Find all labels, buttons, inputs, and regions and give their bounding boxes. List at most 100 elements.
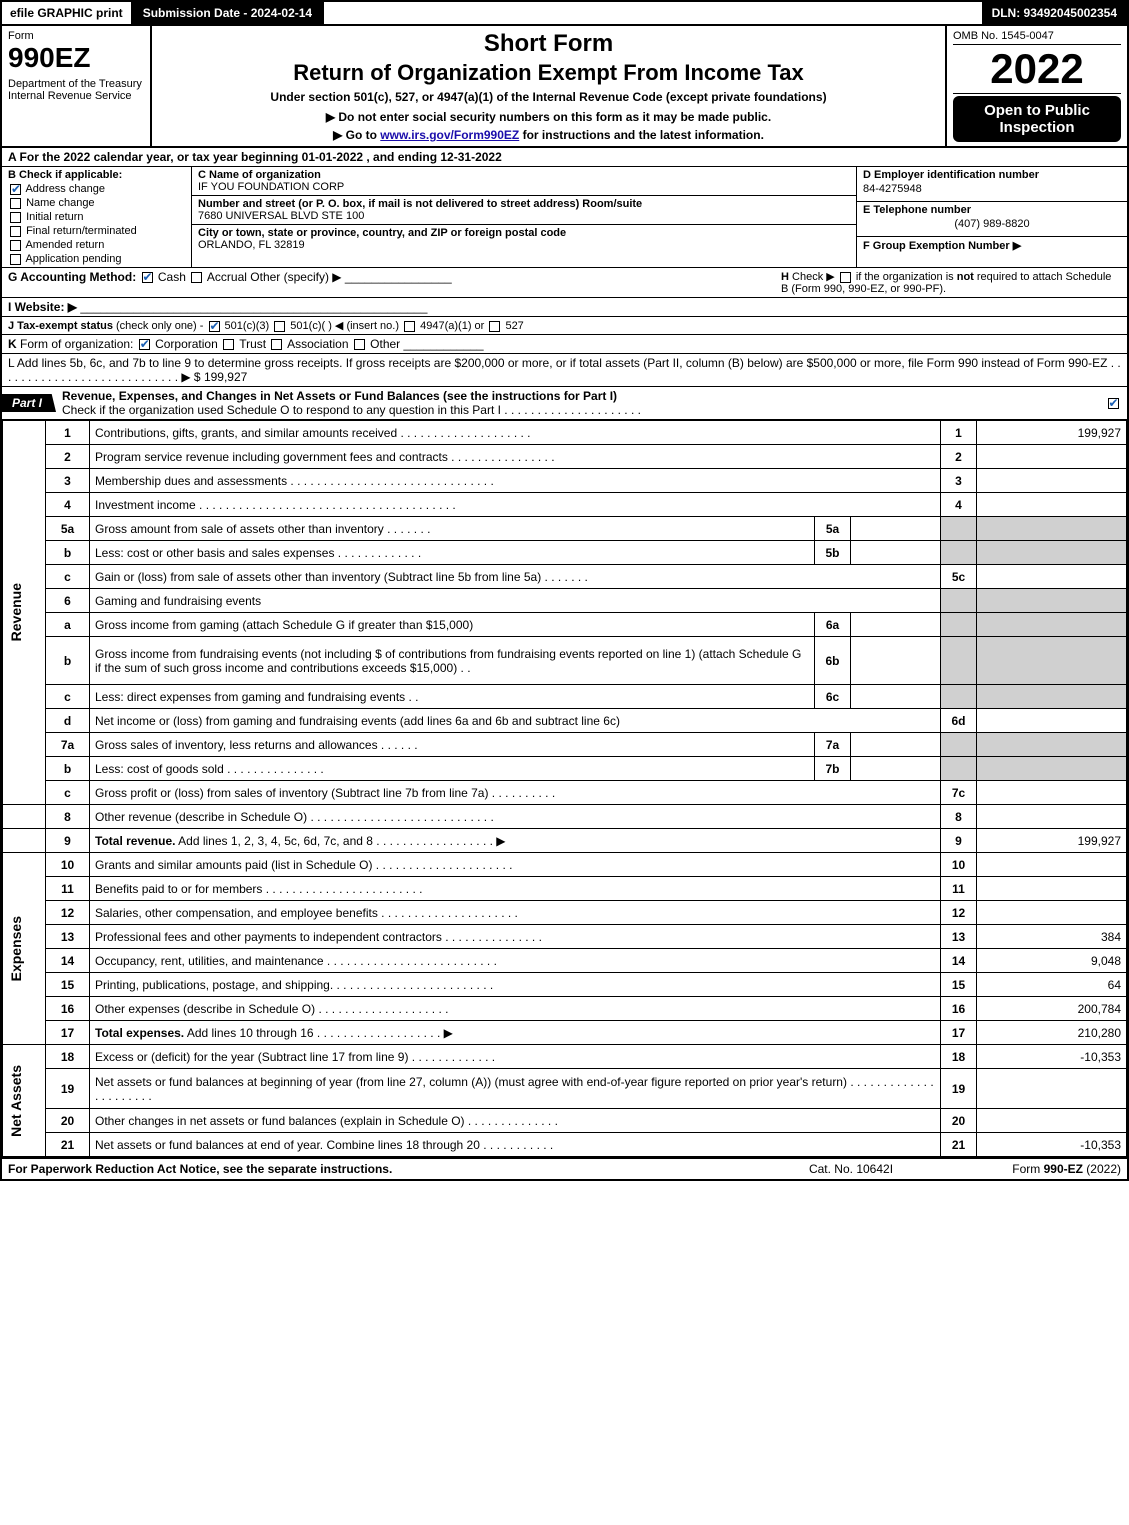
line-rnum: 7c bbox=[941, 781, 977, 805]
row-h: H Check ▶ if the organization is not req… bbox=[781, 270, 1121, 295]
submission-date: Submission Date - 2024-02-14 bbox=[133, 2, 324, 24]
line-desc: Net income or (loss) from gaming and fun… bbox=[90, 709, 941, 733]
chk-name-change[interactable]: Name change bbox=[8, 197, 185, 209]
line-rnum: 19 bbox=[941, 1069, 977, 1109]
group-exemption-label: F Group Exemption Number ▶ bbox=[863, 239, 1121, 252]
revenue-vert: Revenue bbox=[3, 421, 46, 805]
form-subtitle: Under section 501(c), 527, or 4947(a)(1)… bbox=[160, 90, 937, 104]
line-rnum: 8 bbox=[941, 805, 977, 829]
line-no: 12 bbox=[46, 901, 90, 925]
chk-schedule-b[interactable] bbox=[840, 272, 851, 283]
line-no: 9 bbox=[46, 829, 90, 853]
chk-final-return[interactable]: Final return/terminated bbox=[8, 225, 185, 237]
line-amt: 64 bbox=[977, 973, 1127, 997]
line-no: 3 bbox=[46, 469, 90, 493]
line-amt bbox=[977, 469, 1127, 493]
line-no: b bbox=[46, 757, 90, 781]
lines-table: Revenue 1Contributions, gifts, grants, a… bbox=[2, 420, 1127, 1157]
chk-application-pending[interactable]: Application pending bbox=[8, 253, 185, 265]
line-amt bbox=[977, 445, 1127, 469]
instructions-link-line: ▶ Go to www.irs.gov/Form990EZ for instru… bbox=[160, 128, 937, 142]
open-public-badge: Open to Public Inspection bbox=[953, 96, 1121, 142]
line-desc: Gross income from gaming (attach Schedul… bbox=[90, 613, 815, 637]
street-value: 7680 UNIVERSAL BLVD STE 100 bbox=[198, 210, 850, 222]
line-desc: Grants and similar amounts paid (list in… bbox=[90, 853, 941, 877]
line-no: c bbox=[46, 781, 90, 805]
checkbox-icon bbox=[10, 184, 21, 195]
sub-val bbox=[851, 613, 941, 637]
tax-year: 2022 bbox=[953, 45, 1121, 94]
line-rnum: 5c bbox=[941, 565, 977, 589]
line-desc: Salaries, other compensation, and employ… bbox=[90, 901, 941, 925]
part-1-title-text: Revenue, Expenses, and Changes in Net As… bbox=[62, 389, 617, 403]
street-label: Number and street (or P. O. box, if mail… bbox=[198, 198, 850, 210]
line-no: 19 bbox=[46, 1069, 90, 1109]
line-desc: Less: cost of goods sold . . . . . . . .… bbox=[90, 757, 815, 781]
ein-label: D Employer identification number bbox=[863, 169, 1121, 181]
chk-initial-return[interactable]: Initial return bbox=[8, 211, 185, 223]
block-b-to-h: B Check if applicable: Address change Na… bbox=[2, 167, 1127, 268]
chk-501c3[interactable] bbox=[209, 321, 220, 332]
grey-cell bbox=[977, 733, 1127, 757]
checkbox-icon bbox=[10, 212, 21, 223]
row-k: K Form of organization: Corporation Trus… bbox=[2, 335, 1127, 354]
street-row: Number and street (or P. O. box, if mail… bbox=[192, 196, 856, 225]
line-rnum: 18 bbox=[941, 1045, 977, 1069]
chk-501c[interactable] bbox=[274, 321, 285, 332]
grey-cell bbox=[941, 757, 977, 781]
line-rnum: 13 bbox=[941, 925, 977, 949]
top-bar: efile GRAPHIC print Submission Date - 20… bbox=[2, 2, 1127, 26]
sub-val bbox=[851, 517, 941, 541]
link-suffix: for instructions and the latest informat… bbox=[519, 128, 764, 142]
grey-cell bbox=[941, 733, 977, 757]
line-desc: Printing, publications, postage, and shi… bbox=[90, 973, 941, 997]
city-value: ORLANDO, FL 32819 bbox=[198, 239, 850, 251]
org-name-label: C Name of organization bbox=[198, 169, 850, 181]
chk-4947[interactable] bbox=[404, 321, 415, 332]
line-no: 1 bbox=[46, 421, 90, 445]
grey-cell bbox=[941, 517, 977, 541]
form-label: Form bbox=[8, 30, 144, 42]
line-rnum: 11 bbox=[941, 877, 977, 901]
dln-label: DLN: 93492045002354 bbox=[982, 2, 1127, 24]
org-name: IF YOU FOUNDATION CORP bbox=[198, 181, 850, 193]
line-rnum: 15 bbox=[941, 973, 977, 997]
chk-accrual[interactable] bbox=[191, 272, 202, 283]
netassets-vert: Net Assets bbox=[3, 1045, 46, 1157]
chk-527[interactable] bbox=[489, 321, 500, 332]
checkbox-icon bbox=[10, 254, 21, 265]
grey-cell bbox=[941, 589, 977, 613]
short-form-title: Short Form bbox=[160, 30, 937, 58]
irs-link[interactable]: www.irs.gov/Form990EZ bbox=[380, 128, 519, 142]
chk-cash[interactable] bbox=[142, 272, 153, 283]
line-no: 15 bbox=[46, 973, 90, 997]
line-no: b bbox=[46, 541, 90, 565]
line-no: 6 bbox=[46, 589, 90, 613]
col-c: C Name of organization IF YOU FOUNDATION… bbox=[192, 167, 857, 267]
line-amt bbox=[977, 853, 1127, 877]
grey-cell bbox=[977, 541, 1127, 565]
col-b: B Check if applicable: Address change Na… bbox=[2, 167, 192, 267]
dept-label: Department of the Treasury Internal Reve… bbox=[8, 78, 144, 102]
part-1-checkbox[interactable] bbox=[1099, 396, 1127, 410]
sub-label: 6a bbox=[815, 613, 851, 637]
chk-trust[interactable] bbox=[223, 339, 234, 350]
chk-assoc[interactable] bbox=[271, 339, 282, 350]
part-1-title: Revenue, Expenses, and Changes in Net As… bbox=[56, 387, 1099, 419]
line-no: 21 bbox=[46, 1133, 90, 1157]
chk-amended-return[interactable]: Amended return bbox=[8, 239, 185, 251]
line-no: 16 bbox=[46, 997, 90, 1021]
chk-corp[interactable] bbox=[139, 339, 150, 350]
footer-left: For Paperwork Reduction Act Notice, see … bbox=[8, 1162, 761, 1176]
line-rnum: 17 bbox=[941, 1021, 977, 1045]
chk-address-change[interactable]: Address change bbox=[8, 183, 185, 195]
g-label: G Accounting Method: bbox=[8, 270, 136, 284]
footer-center: Cat. No. 10642I bbox=[761, 1162, 941, 1176]
chk-other-org[interactable] bbox=[354, 339, 365, 350]
sub-label: 5a bbox=[815, 517, 851, 541]
line-desc: Professional fees and other payments to … bbox=[90, 925, 941, 949]
section-a: A For the 2022 calendar year, or tax yea… bbox=[2, 148, 1127, 167]
line-rnum: 16 bbox=[941, 997, 977, 1021]
line-no: 17 bbox=[46, 1021, 90, 1045]
row-i: I Website: ▶ ___________________________… bbox=[2, 298, 1127, 317]
